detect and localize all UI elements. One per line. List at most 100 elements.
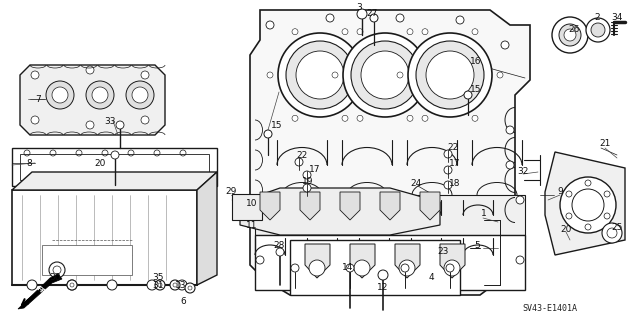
Circle shape <box>49 262 65 278</box>
Circle shape <box>501 41 509 49</box>
Text: 8: 8 <box>26 159 32 167</box>
Circle shape <box>177 280 187 290</box>
Circle shape <box>559 24 581 46</box>
Circle shape <box>70 283 74 287</box>
Circle shape <box>46 81 74 109</box>
Polygon shape <box>300 192 320 220</box>
Circle shape <box>607 228 617 238</box>
Polygon shape <box>350 244 375 278</box>
Text: SV43-E1401A: SV43-E1401A <box>522 304 577 313</box>
Text: 23: 23 <box>437 248 449 256</box>
Circle shape <box>326 14 334 22</box>
Circle shape <box>111 151 119 159</box>
Circle shape <box>397 72 403 78</box>
Circle shape <box>155 280 165 290</box>
Polygon shape <box>420 192 440 220</box>
Polygon shape <box>290 240 460 295</box>
Circle shape <box>346 264 354 272</box>
Circle shape <box>602 223 622 243</box>
Text: 14: 14 <box>342 263 354 271</box>
Circle shape <box>552 17 588 53</box>
Text: 30: 30 <box>49 272 61 281</box>
Text: 6: 6 <box>180 298 186 307</box>
Circle shape <box>472 29 478 35</box>
Circle shape <box>86 81 114 109</box>
Polygon shape <box>197 172 217 285</box>
Text: 31: 31 <box>152 281 164 291</box>
Text: FR.: FR. <box>35 285 49 297</box>
Text: 11: 11 <box>246 221 258 231</box>
Circle shape <box>188 286 192 290</box>
Circle shape <box>276 248 284 256</box>
Polygon shape <box>12 172 217 190</box>
Text: 29: 29 <box>225 188 237 197</box>
Circle shape <box>141 116 149 124</box>
Circle shape <box>343 33 427 117</box>
Text: 33: 33 <box>104 116 116 125</box>
Circle shape <box>86 66 94 74</box>
Circle shape <box>446 264 454 272</box>
Text: 18: 18 <box>449 179 461 188</box>
Polygon shape <box>20 154 209 180</box>
Circle shape <box>378 270 388 280</box>
Circle shape <box>357 9 367 19</box>
Text: 3: 3 <box>356 4 362 12</box>
Circle shape <box>444 166 452 174</box>
Text: 17: 17 <box>309 165 321 174</box>
Circle shape <box>464 91 472 99</box>
Polygon shape <box>250 10 530 295</box>
Text: 20: 20 <box>560 226 572 234</box>
Text: 27: 27 <box>366 9 378 18</box>
Polygon shape <box>18 274 62 309</box>
Polygon shape <box>260 192 280 220</box>
Circle shape <box>107 280 117 290</box>
Circle shape <box>27 280 37 290</box>
Circle shape <box>416 41 484 109</box>
Circle shape <box>303 171 311 179</box>
Circle shape <box>426 51 474 99</box>
Circle shape <box>256 256 264 264</box>
Circle shape <box>497 72 503 78</box>
Circle shape <box>31 71 39 79</box>
Text: 32: 32 <box>517 167 529 176</box>
Circle shape <box>132 87 148 103</box>
Text: 28: 28 <box>273 241 285 250</box>
Circle shape <box>266 21 274 29</box>
Text: 25: 25 <box>611 222 623 232</box>
Text: 15: 15 <box>470 85 482 93</box>
Circle shape <box>147 280 157 290</box>
Circle shape <box>86 121 94 129</box>
Text: 22: 22 <box>447 143 459 152</box>
Circle shape <box>332 72 338 78</box>
Text: 20: 20 <box>94 159 106 167</box>
Circle shape <box>292 29 298 35</box>
Text: 34: 34 <box>611 13 623 23</box>
Polygon shape <box>232 194 262 220</box>
Circle shape <box>396 14 404 22</box>
Bar <box>255 235 525 290</box>
Circle shape <box>354 260 370 276</box>
Circle shape <box>67 280 77 290</box>
Circle shape <box>444 181 452 189</box>
Circle shape <box>351 41 419 109</box>
Text: 19: 19 <box>302 177 314 187</box>
Circle shape <box>126 81 154 109</box>
Text: 21: 21 <box>599 139 611 149</box>
Circle shape <box>303 184 311 192</box>
Circle shape <box>591 23 605 37</box>
Text: 7: 7 <box>35 94 41 103</box>
Text: 10: 10 <box>246 199 258 209</box>
Circle shape <box>342 29 348 35</box>
Text: 26: 26 <box>568 26 580 34</box>
Text: 5: 5 <box>474 241 480 250</box>
Circle shape <box>264 130 272 138</box>
Circle shape <box>170 280 180 290</box>
Circle shape <box>370 14 378 22</box>
Circle shape <box>52 87 68 103</box>
Text: 9: 9 <box>557 187 563 196</box>
Circle shape <box>516 256 524 264</box>
Text: 16: 16 <box>470 57 482 66</box>
Circle shape <box>357 115 363 121</box>
Circle shape <box>506 126 514 134</box>
Circle shape <box>560 177 616 233</box>
